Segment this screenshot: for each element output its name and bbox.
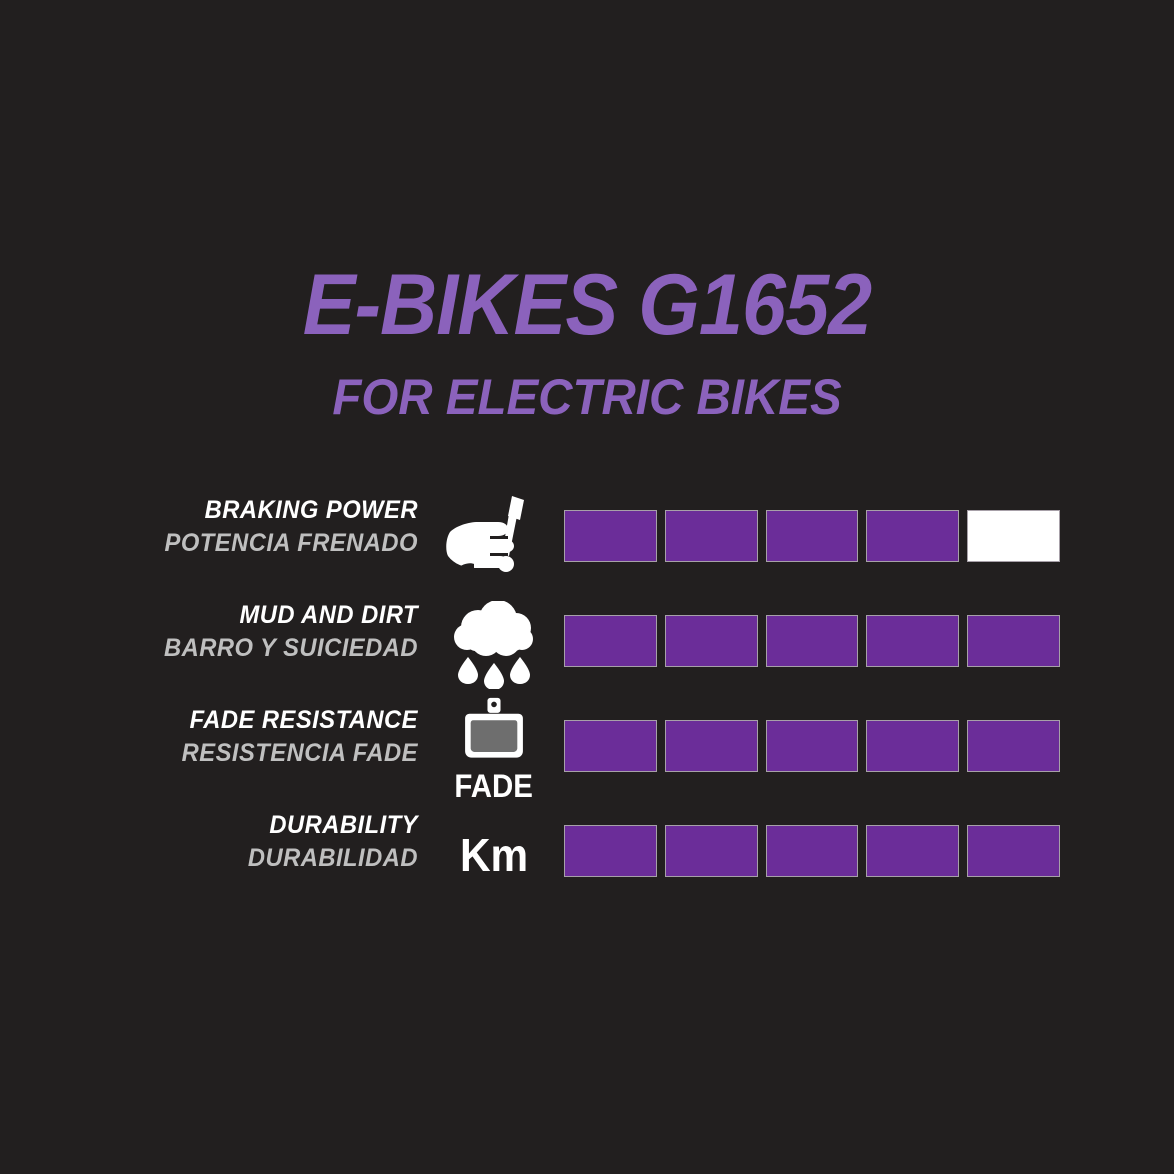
meter-segment: [866, 615, 960, 667]
meter-segment: [664, 615, 758, 667]
meter-segment: [967, 615, 1060, 667]
hand-brake-lever-icon: [434, 487, 554, 592]
row-label-en: DURABILITY: [269, 811, 418, 839]
row-labels: FADE RESISTANCE RESISTENCIA FADE: [150, 705, 418, 770]
meter-segment: [967, 825, 1060, 877]
brake-pad-caption: FADE: [454, 768, 534, 804]
rating-meter: [564, 615, 1060, 667]
row-label-en: FADE RESISTANCE: [189, 706, 418, 734]
meter-segment: [664, 825, 758, 877]
meter-segment: [967, 510, 1060, 562]
meter-segment: [866, 510, 960, 562]
meter-segment: [564, 720, 657, 772]
rating-rows: BRAKING POWER POTENCIA FRENADO: [0, 487, 1174, 907]
header: E-BIKES G1652 FOR ELECTRIC BIKES: [0, 262, 1174, 422]
meter-segment: [564, 615, 657, 667]
page-subtitle: FOR ELECTRIC BIKES: [332, 369, 842, 425]
row-labels: BRAKING POWER POTENCIA FRENADO: [150, 495, 418, 560]
row-labels: MUD AND DIRT BARRO Y SUICIEDAD: [150, 600, 418, 665]
rain-cloud-icon: [434, 592, 554, 697]
brake-pad-icon: FADE: [434, 697, 554, 802]
rating-meter: [564, 720, 1060, 772]
meter-segment: [765, 615, 859, 667]
row-label-en: BRAKING POWER: [204, 496, 418, 524]
kilometers-icon: Km: [434, 802, 554, 907]
rating-meter: [564, 510, 1060, 562]
meter-segment: [866, 720, 960, 772]
row-label-es: POTENCIA FRENADO: [164, 529, 418, 558]
kilometers-icon-label: Km: [459, 828, 529, 881]
rating-row-fade-resistance: FADE RESISTANCE RESISTENCIA FADE FADE: [0, 697, 1174, 802]
row-label-en: MUD AND DIRT: [239, 601, 418, 629]
meter-segment: [664, 720, 758, 772]
meter-segment: [765, 825, 859, 877]
row-label-es: DURABILIDAD: [247, 844, 418, 873]
rating-row-mud-and-dirt: MUD AND DIRT BARRO Y SUICIEDAD: [0, 592, 1174, 697]
page-title: E-BIKES G1652: [302, 257, 872, 353]
row-labels: DURABILITY DURABILIDAD: [150, 810, 418, 875]
meter-segment: [765, 720, 859, 772]
rating-row-durability: DURABILITY DURABILIDAD Km: [0, 802, 1174, 907]
row-label-es: RESISTENCIA FADE: [181, 739, 418, 768]
meter-segment: [967, 720, 1060, 772]
meter-segment: [564, 510, 657, 562]
rating-row-braking-power: BRAKING POWER POTENCIA FRENADO: [0, 487, 1174, 592]
rating-meter: [564, 825, 1060, 877]
row-label-es: BARRO Y SUICIEDAD: [164, 634, 418, 663]
meter-segment: [664, 510, 758, 562]
meter-segment: [866, 825, 960, 877]
meter-segment: [765, 510, 859, 562]
meter-segment: [564, 825, 657, 877]
